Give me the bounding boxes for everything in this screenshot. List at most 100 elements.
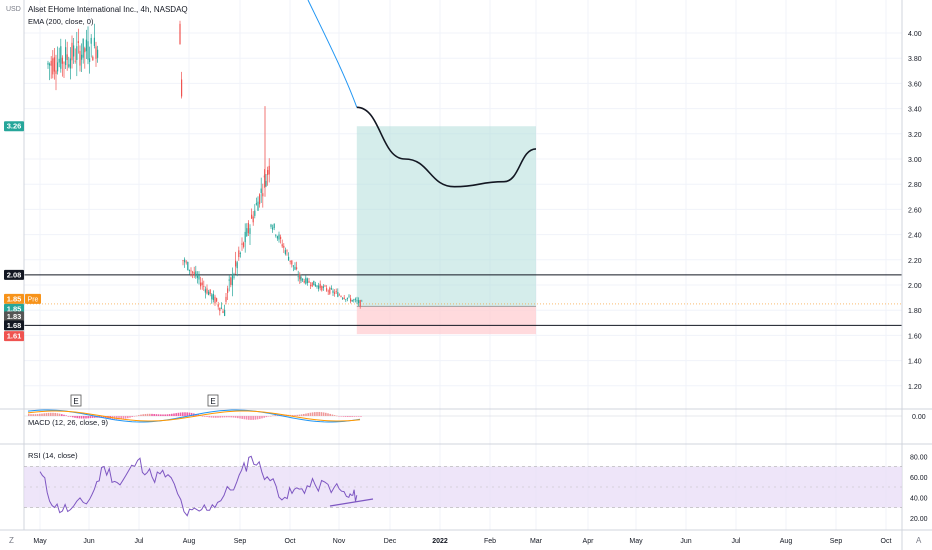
macd-bar (102, 416, 105, 418)
candle-body (286, 250, 288, 252)
macd-bar (168, 414, 171, 416)
candle-body (306, 278, 308, 283)
pre-badge: 1.85 Pre (4, 293, 41, 304)
candle-body (95, 46, 97, 59)
macd-bar (144, 413, 147, 416)
macd-bar (30, 414, 32, 416)
macd-bar (344, 416, 347, 417)
candle-body (214, 296, 216, 304)
projection-curve[interactable] (356, 106, 537, 188)
zoom-left-button[interactable]: Z (9, 536, 14, 545)
level-top-badge-text: 2.08 (7, 270, 22, 279)
macd-bar (173, 413, 175, 416)
macd-bar (221, 416, 224, 418)
y-tick-label: 2.60 (908, 207, 922, 214)
candle-body (297, 276, 299, 278)
macd-bar (305, 413, 307, 416)
macd-bar (182, 412, 184, 416)
candle-body (82, 38, 84, 58)
macd-bar (28, 414, 30, 416)
candle-body (267, 170, 269, 175)
candle-body (332, 290, 334, 293)
candle-body (227, 288, 229, 293)
candle-body (58, 58, 60, 63)
macd-bar (254, 416, 257, 420)
macd-bar (226, 416, 228, 418)
candle-body (270, 224, 272, 227)
candle-body (300, 276, 302, 281)
candle-body (329, 287, 331, 294)
macd-bar (72, 416, 74, 418)
macd-bar (307, 413, 309, 416)
macd-bar (151, 413, 153, 416)
time-axis[interactable]: May Jun Jul Aug Sep Oct Nov Dec 2022 Feb Mar Apr May… (33, 538, 891, 545)
candle-body (288, 256, 290, 261)
loss-zone[interactable] (356, 306, 536, 335)
price-green-badge-text: 1.85 (7, 304, 22, 313)
macd-bar (342, 416, 345, 417)
level-bottom-badge-text: 1.68 (7, 321, 22, 330)
candle-body (247, 222, 249, 234)
earnings-marker-1[interactable]: E (70, 394, 82, 407)
candle-body (93, 37, 95, 46)
x-tick-label: Oct (285, 538, 296, 545)
candle-body (222, 311, 224, 313)
macd-bar (162, 414, 164, 416)
macd-bar (89, 416, 92, 419)
macd-bar (327, 413, 329, 416)
candle-body (198, 275, 200, 280)
candle-body (310, 284, 312, 286)
candle-body (79, 50, 81, 66)
macd-bar (54, 412, 56, 416)
macd-bar (65, 415, 67, 416)
candle-body (305, 277, 307, 284)
macd-bar (36, 414, 39, 416)
macd-bar (85, 416, 87, 419)
macd-bar (248, 416, 250, 420)
earnings-marker-1-text: E (73, 397, 78, 406)
candle-body (236, 262, 238, 269)
candle-body (346, 297, 348, 299)
candle-body (200, 282, 202, 287)
candle-body (68, 64, 70, 67)
candle-body (220, 307, 222, 309)
candle-body (208, 291, 210, 296)
macd-bar (239, 416, 241, 419)
macd-bar (184, 412, 186, 416)
candle-body (231, 274, 233, 286)
macd-bar (270, 415, 272, 417)
macd-bar (164, 414, 166, 416)
candle-body (211, 294, 213, 300)
price-axis[interactable]: 4.00 3.80 3.60 3.40 3.20 3.00 2.80 2.60 2.40 2.20… (908, 31, 922, 391)
candle-body (71, 42, 73, 61)
earnings-marker-2[interactable]: E (207, 394, 219, 407)
price-gray-badge-text: 1.83 (7, 312, 22, 321)
rsi-label[interactable]: RSI (14, close) (28, 451, 78, 460)
x-tick-label: Aug (183, 538, 196, 545)
candle-body (326, 288, 328, 291)
candle-body (321, 286, 323, 291)
macd-bar (331, 414, 334, 416)
rsi-trendline[interactable] (329, 498, 374, 507)
macd-bar (314, 412, 316, 416)
candle-body (265, 180, 267, 187)
macd-bar (41, 413, 43, 416)
candle-body (239, 253, 241, 254)
macd-axis: 0.00 (912, 414, 926, 421)
macd-bar (298, 414, 301, 416)
macd-bar (250, 416, 252, 420)
macd-bar (267, 416, 270, 417)
profit-zone[interactable] (356, 126, 536, 307)
macd-bar (263, 416, 265, 418)
candle-body (283, 245, 285, 248)
ema-indicator-label[interactable]: EMA (200, close, 0) (28, 17, 94, 26)
candle-body (359, 300, 361, 307)
candle-body (84, 48, 86, 53)
zoom-right-button[interactable]: A (916, 536, 922, 545)
macd-label[interactable]: MACD (12, 26, close, 9) (28, 418, 109, 427)
macd-bar (32, 414, 34, 416)
candle-body (319, 283, 321, 288)
ema-line[interactable] (307, 0, 358, 108)
macd-bar (94, 416, 96, 418)
